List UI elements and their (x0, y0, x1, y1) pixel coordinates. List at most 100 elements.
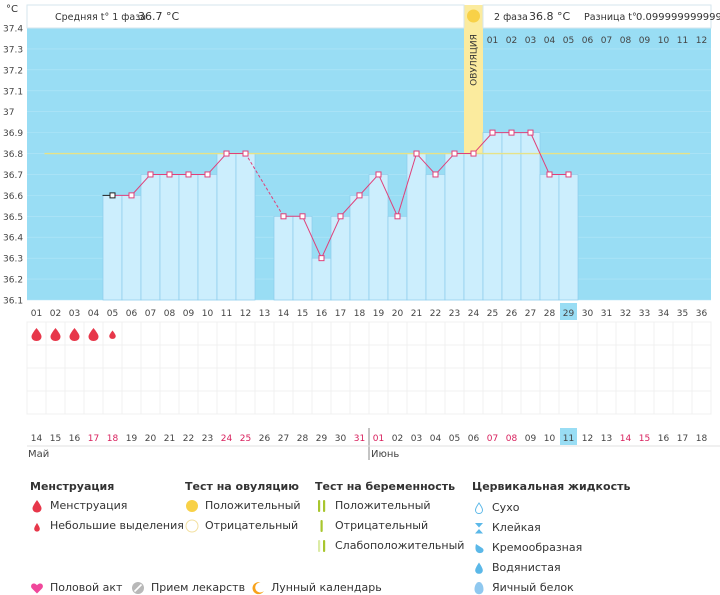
symptom-cell (501, 344, 522, 369)
symptom-cell (235, 344, 256, 369)
symptom-cell (387, 344, 408, 369)
today-cycle-day-highlight (560, 303, 577, 320)
symptom-cell (577, 344, 598, 369)
symptom-cell (463, 344, 484, 369)
temperature-line-segment (321, 216, 341, 259)
symptom-cell (292, 321, 313, 346)
temperature-column (292, 215, 313, 301)
symptom-cell (140, 344, 161, 369)
date-label: 25 (240, 434, 251, 444)
symptom-cell (121, 367, 142, 392)
symptom-cell (425, 321, 446, 346)
cycle-day-label: 07 (145, 309, 156, 319)
symptom-cell (45, 367, 66, 392)
month-label: Май (28, 449, 49, 460)
cycle-day-label: 33 (639, 309, 650, 319)
menstruation-drop-icon (88, 328, 99, 341)
symptom-cell (368, 344, 389, 369)
date-label: 17 (88, 434, 99, 444)
temperature-column (273, 215, 294, 301)
temperature-line-segment (131, 174, 151, 196)
symptom-cell (539, 321, 560, 346)
ovulation-positive-icon (186, 500, 198, 512)
y-tick-label: 36.6 (3, 192, 23, 202)
symptom-cell (197, 321, 218, 346)
date-label: 19 (126, 434, 138, 444)
symptom-cell (596, 344, 617, 369)
symptom-cell (330, 367, 351, 392)
date-label: 05 (449, 434, 460, 444)
date-label: 31 (354, 434, 365, 444)
date-label: 22 (183, 434, 194, 444)
y-tick-label: 37 (3, 108, 14, 118)
cycle-day-label: 19 (373, 309, 385, 319)
symptom-cell (425, 367, 446, 392)
symptom-cell (520, 367, 541, 392)
date-label: 14 (31, 434, 43, 444)
symptom-cell (159, 344, 180, 369)
legend-title-cervical: Цервикальная жидкость (472, 480, 631, 493)
temperature-column (178, 174, 199, 301)
symptom-cell (653, 344, 674, 369)
date-label: 04 (430, 434, 442, 444)
temperature-point (451, 150, 458, 157)
date-label: 18 (107, 434, 119, 444)
symptom-cell (102, 344, 123, 369)
date-label: 14 (620, 434, 632, 444)
symptom-cell (254, 390, 275, 415)
temperature-column (368, 174, 389, 301)
legend-label: Положительный (205, 499, 301, 512)
symptom-cell (406, 344, 427, 369)
date-label: 09 (525, 434, 537, 444)
phase2-header (482, 4, 712, 29)
temperature-column (501, 132, 522, 301)
date-label: 24 (221, 434, 233, 444)
y-tick-label: 37.1 (3, 87, 23, 97)
cycle-day-label: 12 (240, 309, 251, 319)
temperature-line-segment (397, 153, 417, 217)
unit-label: °C (6, 4, 18, 15)
egg-white-icon (474, 582, 484, 595)
symptom-cell (406, 367, 427, 392)
cycle-day-label: 20 (392, 309, 404, 319)
symptom-cell (577, 321, 598, 346)
cycle-day-label: 31 (601, 309, 612, 319)
symptom-cell (254, 321, 275, 346)
symptom-cell (501, 390, 522, 415)
symptom-cell (121, 344, 142, 369)
phase2-day-label: 12 (696, 36, 707, 46)
symptom-cell (26, 367, 47, 392)
symptom-cell (368, 390, 389, 415)
cycle-day-label: 10 (202, 309, 214, 319)
symptom-cell (672, 344, 693, 369)
symptom-cell (349, 321, 370, 346)
symptom-cell (482, 344, 503, 369)
symptom-cell (26, 344, 47, 369)
temperature-difference-label: Разница t° (584, 12, 637, 23)
symptom-cell (520, 321, 541, 346)
symptom-cell (64, 344, 85, 369)
symptom-cell (349, 390, 370, 415)
date-label: 16 (69, 434, 81, 444)
ovulation-label: ОВУЛЯЦИЯ (470, 34, 480, 86)
symptom-cell (558, 321, 579, 346)
symptom-cell (178, 367, 199, 392)
symptom-cell (216, 367, 237, 392)
symptom-cell (216, 390, 237, 415)
pregnancy-positive-icon (318, 500, 326, 512)
temperature-line-segment (416, 153, 436, 175)
ovulation-negative-icon (185, 519, 199, 533)
date-label: 13 (601, 434, 612, 444)
temperature-line-segment (378, 174, 398, 217)
symptom-cell (463, 321, 484, 346)
legend-label: Небольшие выделения (50, 519, 184, 532)
symptom-cell (596, 367, 617, 392)
legend-label: Прием лекарств (151, 581, 246, 594)
temperature-point (166, 171, 173, 178)
temperature-column (349, 195, 370, 301)
y-tick-label: 36.8 (3, 150, 23, 160)
symptom-cell (292, 344, 313, 369)
symptom-cell (482, 390, 503, 415)
symptom-cell (444, 367, 465, 392)
phase1-average-label: Средняя t° 1 фаза (55, 12, 146, 23)
